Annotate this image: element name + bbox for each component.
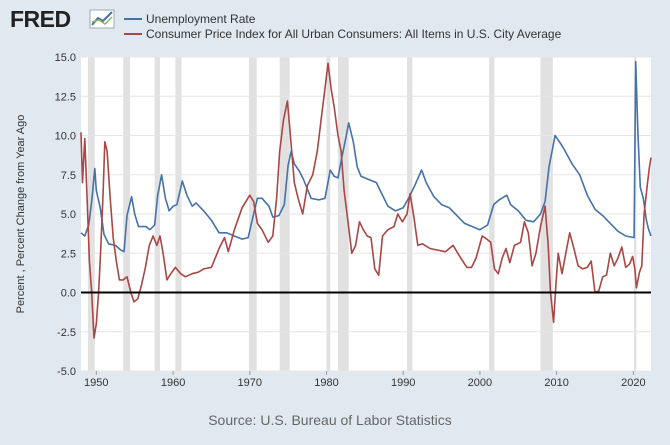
y-tick-label: 0.0 — [61, 288, 76, 300]
y-axis-title: Percent , Percent Change from Year Ago — [15, 115, 27, 314]
y-tick-label: 10.0 — [55, 131, 76, 143]
y-tick-label: 2.5 — [61, 248, 76, 260]
unemployment-rate-line — [80, 60, 652, 253]
x-tick-label: 1950 — [84, 377, 108, 389]
x-axis-ticks: 1950 1960 1970 1980 1990 2000 2010 2020 — [84, 371, 646, 389]
x-tick-label: 1980 — [314, 377, 338, 389]
series-lines — [80, 60, 652, 339]
legend-label-cpi: Consumer Price Index for All Urban Consu… — [146, 27, 562, 41]
x-tick-label: 2000 — [468, 377, 492, 389]
y-tick-label: 12.5 — [55, 91, 76, 103]
legend: Unemployment Rate Consumer Price Index f… — [124, 12, 562, 41]
legend-label-unemployment: Unemployment Rate — [146, 12, 256, 26]
cpi-change-line — [80, 62, 652, 339]
x-tick-label: 1970 — [238, 377, 262, 389]
fred-logo-text: FRED — [10, 6, 71, 32]
x-tick-label: 1960 — [161, 377, 185, 389]
y-axis-ticks: -5.0 -2.5 0.0 2.5 5.0 7.5 10.0 12.5 15.0 — [55, 52, 76, 378]
fred-logo-graph-icon — [89, 9, 115, 29]
y-tick-label: 15.0 — [55, 52, 76, 64]
x-tick-label: 2010 — [544, 377, 568, 389]
gridlines — [81, 56, 651, 372]
y-tick-label: 5.0 — [61, 209, 76, 221]
x-tick-label: 1990 — [391, 377, 415, 389]
y-tick-label: 7.5 — [61, 170, 76, 182]
fred-logo: FRED — [10, 6, 115, 32]
y-tick-label: -5.0 — [57, 366, 76, 378]
source-note: Source: U.S. Bureau of Labor Statistics — [208, 412, 452, 428]
x-tick-label: 2020 — [621, 377, 645, 389]
y-tick-label: -2.5 — [57, 327, 76, 339]
